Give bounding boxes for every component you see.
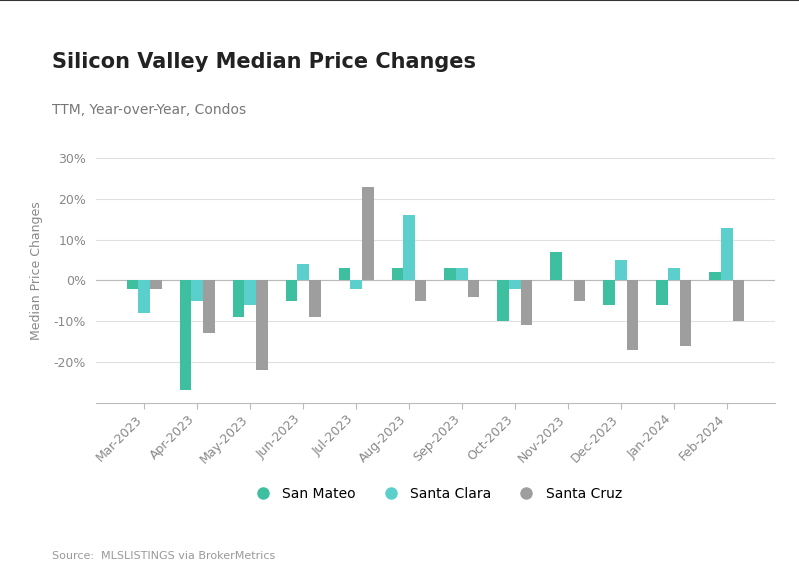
Bar bbox=[150, 281, 161, 289]
Bar bbox=[733, 281, 744, 321]
Bar bbox=[626, 281, 638, 350]
Bar bbox=[350, 281, 362, 289]
Bar bbox=[574, 281, 586, 301]
Bar bbox=[403, 215, 415, 281]
Bar bbox=[444, 268, 456, 281]
Bar bbox=[127, 281, 138, 289]
Text: Silicon Valley Median Price Changes: Silicon Valley Median Price Changes bbox=[52, 52, 476, 72]
Bar bbox=[297, 264, 309, 281]
Bar bbox=[362, 187, 373, 281]
Bar bbox=[603, 281, 615, 305]
Bar bbox=[721, 228, 733, 281]
Bar bbox=[467, 281, 479, 297]
Bar bbox=[244, 281, 256, 305]
Text: Source:  MLSLISTINGS via BrokerMetrics: Source: MLSLISTINGS via BrokerMetrics bbox=[52, 551, 275, 561]
Bar bbox=[415, 281, 427, 301]
Bar bbox=[392, 268, 403, 281]
Bar bbox=[180, 281, 191, 390]
Bar bbox=[309, 281, 320, 317]
Bar bbox=[710, 273, 721, 281]
Bar bbox=[339, 268, 350, 281]
Bar bbox=[551, 252, 562, 281]
Y-axis label: Median Price Changes: Median Price Changes bbox=[30, 201, 42, 340]
Bar bbox=[615, 260, 626, 281]
Bar bbox=[680, 281, 691, 346]
Bar bbox=[509, 281, 521, 289]
Bar bbox=[138, 281, 150, 313]
Legend: San Mateo, Santa Clara, Santa Cruz: San Mateo, Santa Clara, Santa Cruz bbox=[244, 481, 627, 507]
Bar bbox=[203, 281, 215, 333]
Bar bbox=[233, 281, 244, 317]
Bar bbox=[498, 281, 509, 321]
Bar bbox=[668, 268, 680, 281]
Bar bbox=[285, 281, 297, 301]
Bar bbox=[456, 268, 467, 281]
Bar bbox=[191, 281, 203, 301]
Bar bbox=[521, 281, 532, 325]
Bar bbox=[656, 281, 668, 305]
Text: TTM, Year-over-Year, Condos: TTM, Year-over-Year, Condos bbox=[52, 104, 246, 117]
Bar bbox=[256, 281, 268, 370]
